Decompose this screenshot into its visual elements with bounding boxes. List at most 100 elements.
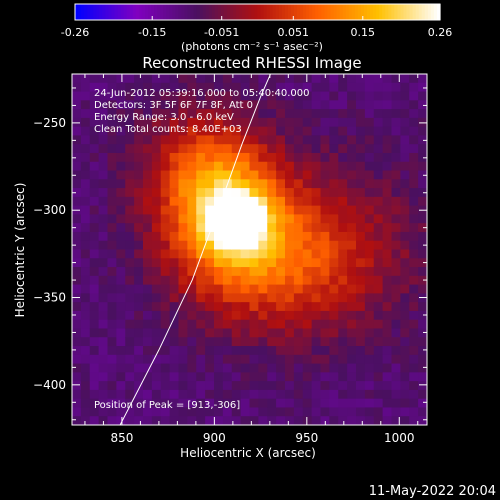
heatmap-cell — [293, 381, 304, 391]
heatmap-cell — [187, 109, 197, 119]
heatmap-cell — [240, 161, 250, 172]
heatmap-cell — [258, 91, 268, 101]
heatmap-cell — [356, 258, 366, 268]
heatmap-cell — [196, 231, 206, 242]
heatmap-cell — [320, 310, 330, 321]
heatmap-cell — [364, 258, 375, 268]
colorbar-segment — [354, 4, 359, 20]
heatmap-cell — [231, 240, 242, 250]
heatmap-cell — [240, 240, 250, 250]
heatmap-cell — [329, 381, 339, 391]
heatmap-cell — [373, 416, 384, 426]
heatmap-cell — [320, 196, 330, 207]
heatmap-cell — [151, 381, 162, 391]
heatmap-cell — [258, 310, 268, 321]
heatmap-cell — [258, 372, 268, 382]
annotations: 24-Jun-2012 05:39:16.000 to 05:40:40.000… — [94, 88, 310, 411]
heatmap-cell — [249, 240, 259, 250]
heatmap-cell — [285, 284, 295, 294]
heatmap-cell — [231, 205, 242, 215]
heatmap-cell — [125, 179, 135, 189]
heatmap-cell — [285, 231, 295, 242]
colorbar-segment — [132, 4, 137, 20]
heatmap-cell — [107, 126, 117, 136]
heatmap-cell — [347, 354, 357, 365]
heatmap-cell — [187, 100, 197, 110]
heatmap-cell — [302, 381, 313, 391]
heatmap-cell — [205, 363, 215, 373]
heatmap-cell — [205, 82, 215, 93]
heatmap-cell — [187, 319, 197, 329]
heatmap-cell — [143, 161, 153, 172]
heatmap-cell — [72, 161, 82, 172]
heatmap-cell — [116, 240, 126, 250]
heatmap-cell — [134, 82, 144, 93]
heatmap-cell — [400, 188, 410, 198]
colorbar-tick-label: -0.26 — [61, 26, 89, 39]
heatmap-cell — [134, 249, 144, 259]
colorbar-segment — [129, 4, 134, 20]
heatmap-cell — [338, 310, 348, 321]
colorbar-segment — [257, 4, 262, 20]
heatmap-cell — [151, 240, 162, 250]
heatmap-cell — [187, 214, 197, 224]
colorbar-segment — [166, 4, 170, 20]
heatmap-cell — [329, 74, 339, 84]
heatmap-cell — [80, 372, 91, 382]
heatmap-cell — [187, 135, 197, 145]
heatmap-cell — [160, 258, 171, 268]
heatmap-cell — [356, 363, 366, 373]
heatmap-cell — [143, 346, 153, 356]
heatmap-cell — [258, 135, 268, 145]
heatmap-cell — [311, 346, 321, 356]
heatmap-cell — [169, 109, 179, 119]
heatmap-cell — [409, 205, 419, 215]
heatmap-cell — [391, 267, 401, 277]
heatmap-cell — [160, 381, 171, 391]
heatmap-cell — [72, 275, 82, 286]
heatmap-cell — [391, 188, 401, 198]
heatmap-cell — [214, 161, 224, 172]
heatmap-cell — [418, 249, 428, 259]
heatmap-cell — [409, 144, 419, 154]
heatmap-cell — [125, 346, 135, 356]
heatmap-cell — [267, 267, 277, 277]
heatmap-cell — [400, 100, 410, 110]
heatmap-cell — [125, 398, 135, 408]
heatmap-cell — [338, 144, 348, 154]
heatmap-cell — [98, 363, 108, 373]
heatmap-cell — [391, 381, 401, 391]
heatmap-cell — [347, 231, 357, 242]
heatmap-cell — [258, 258, 268, 268]
heatmap-cell — [356, 144, 366, 154]
heatmap-cell — [80, 363, 91, 373]
heatmap-cell — [134, 161, 144, 172]
colorbar-segment — [424, 4, 429, 20]
heatmap-cell — [116, 416, 126, 426]
heatmap-cell — [205, 196, 215, 207]
heatmap-cell — [116, 258, 126, 268]
heatmap-cell — [320, 152, 330, 163]
heatmap-cell — [276, 144, 286, 154]
heatmap-cell — [72, 328, 82, 338]
heatmap-cell — [364, 407, 375, 417]
heatmap-cell — [80, 337, 91, 347]
heatmap-cell — [151, 179, 162, 189]
heatmap-cell — [249, 214, 259, 224]
heatmap-cell — [116, 170, 126, 180]
heatmap-cell — [373, 91, 384, 101]
heatmap-cell — [356, 372, 366, 382]
heatmap-cell — [125, 117, 135, 128]
heatmap-cell — [329, 363, 339, 373]
heatmap-cell — [196, 135, 206, 145]
heatmap-cell — [249, 100, 259, 110]
heatmap-cell — [169, 267, 179, 277]
heatmap-cell — [116, 179, 126, 189]
heatmap-cell — [89, 407, 100, 417]
heatmap-cell — [107, 249, 117, 259]
heatmap-cell — [205, 126, 215, 136]
heatmap-cell — [400, 205, 410, 215]
colorbar-segment — [78, 4, 82, 20]
heatmap-cell — [222, 144, 233, 154]
heatmap-cell — [169, 284, 179, 294]
